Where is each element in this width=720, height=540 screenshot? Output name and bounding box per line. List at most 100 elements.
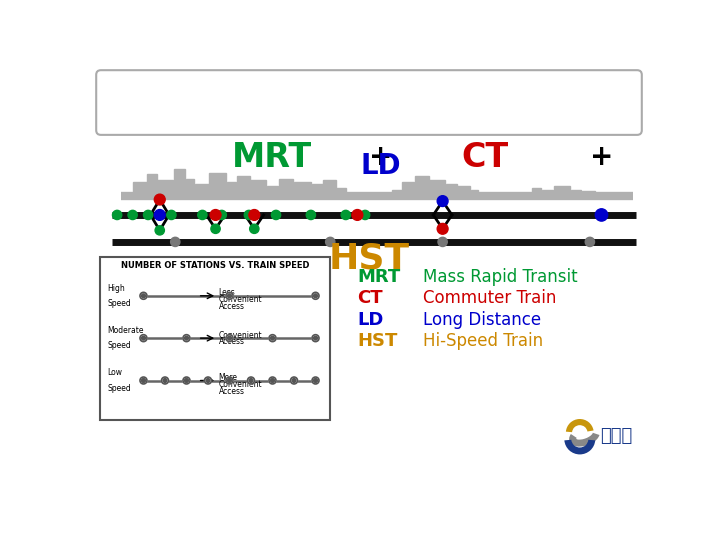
Circle shape [269, 335, 276, 342]
Bar [210, 173, 226, 195]
Text: Access: Access [219, 387, 245, 396]
Text: HST: HST [328, 242, 410, 276]
Circle shape [250, 224, 259, 233]
Circle shape [314, 379, 318, 382]
Bar [238, 177, 250, 195]
Bar [336, 188, 346, 195]
Circle shape [249, 210, 260, 220]
FancyBboxPatch shape [96, 70, 642, 135]
Bar [194, 184, 209, 195]
Text: Speed: Speed [107, 341, 131, 350]
Text: อยย: อยย [600, 427, 632, 445]
Text: CT: CT [357, 289, 383, 307]
Circle shape [595, 209, 608, 221]
Circle shape [437, 195, 448, 206]
Circle shape [244, 210, 253, 220]
Circle shape [183, 377, 190, 384]
Circle shape [154, 194, 165, 205]
Circle shape [271, 336, 274, 340]
Bar [266, 186, 279, 195]
Circle shape [249, 379, 253, 382]
Text: Commuter Train: Commuter Train [423, 289, 557, 307]
Bar [429, 180, 445, 195]
Circle shape [325, 237, 335, 247]
Bar [471, 190, 478, 195]
Text: Convenient: Convenient [219, 380, 262, 389]
Text: LD: LD [360, 152, 401, 180]
Circle shape [248, 377, 254, 384]
Circle shape [155, 226, 164, 235]
Text: More: More [219, 373, 238, 382]
Circle shape [312, 335, 319, 342]
Circle shape [143, 210, 153, 220]
Circle shape [140, 335, 147, 342]
Circle shape [228, 294, 231, 298]
Text: Moderate: Moderate [107, 326, 143, 335]
Circle shape [112, 210, 122, 220]
Text: Low: Low [107, 368, 122, 377]
Text: Long Distance: Long Distance [423, 310, 541, 329]
Circle shape [312, 292, 319, 299]
Bar [132, 182, 147, 195]
Circle shape [210, 210, 221, 220]
Bar [228, 182, 236, 195]
Wedge shape [564, 440, 595, 455]
Circle shape [183, 335, 190, 342]
Circle shape [271, 379, 274, 382]
Circle shape [184, 379, 189, 382]
Circle shape [438, 237, 447, 247]
Text: CT: CT [462, 141, 509, 174]
Circle shape [361, 210, 370, 220]
Circle shape [198, 210, 207, 220]
Circle shape [128, 210, 138, 220]
Text: Hi-Speed Train: Hi-Speed Train [423, 332, 544, 350]
Circle shape [291, 377, 297, 384]
Bar [457, 186, 469, 195]
Text: High: High [107, 284, 125, 293]
Bar [174, 168, 185, 195]
Circle shape [314, 294, 318, 298]
Bar [570, 190, 581, 195]
Circle shape [206, 379, 210, 382]
Circle shape [140, 292, 147, 299]
Bar [148, 174, 157, 195]
Circle shape [226, 292, 233, 299]
Circle shape [314, 336, 318, 340]
Bar [532, 188, 541, 195]
Circle shape [184, 336, 189, 340]
Bar [542, 190, 554, 195]
Circle shape [204, 377, 212, 384]
Circle shape [312, 377, 319, 384]
Text: Speed: Speed [107, 299, 131, 308]
Bar [582, 191, 595, 195]
Circle shape [217, 210, 226, 220]
Circle shape [306, 210, 315, 220]
Text: Speed: Speed [107, 383, 131, 393]
Circle shape [226, 335, 233, 342]
Wedge shape [566, 419, 593, 432]
Circle shape [228, 379, 231, 382]
Bar [323, 180, 336, 195]
Circle shape [142, 379, 145, 382]
Text: MRT: MRT [232, 141, 312, 174]
Text: Access: Access [219, 302, 245, 311]
Bar [554, 186, 570, 195]
Circle shape [352, 210, 363, 220]
Text: Convenient: Convenient [219, 295, 262, 304]
Text: +: + [590, 143, 613, 171]
Text: Less: Less [219, 288, 235, 297]
Bar [312, 184, 323, 195]
Text: Convenient: Convenient [219, 330, 262, 340]
Text: LD: LD [357, 310, 384, 329]
Circle shape [437, 224, 448, 234]
Circle shape [142, 336, 145, 340]
Text: NUMBER OF STATIONS VS. TRAIN SPEED: NUMBER OF STATIONS VS. TRAIN SPEED [121, 260, 310, 269]
Text: Mass Rapid Transit: Mass Rapid Transit [423, 267, 578, 286]
Circle shape [269, 377, 276, 384]
Circle shape [226, 377, 233, 384]
Bar [251, 180, 266, 195]
Bar [402, 182, 414, 195]
Bar [186, 179, 194, 195]
Text: +: + [369, 143, 392, 171]
Circle shape [163, 379, 167, 382]
